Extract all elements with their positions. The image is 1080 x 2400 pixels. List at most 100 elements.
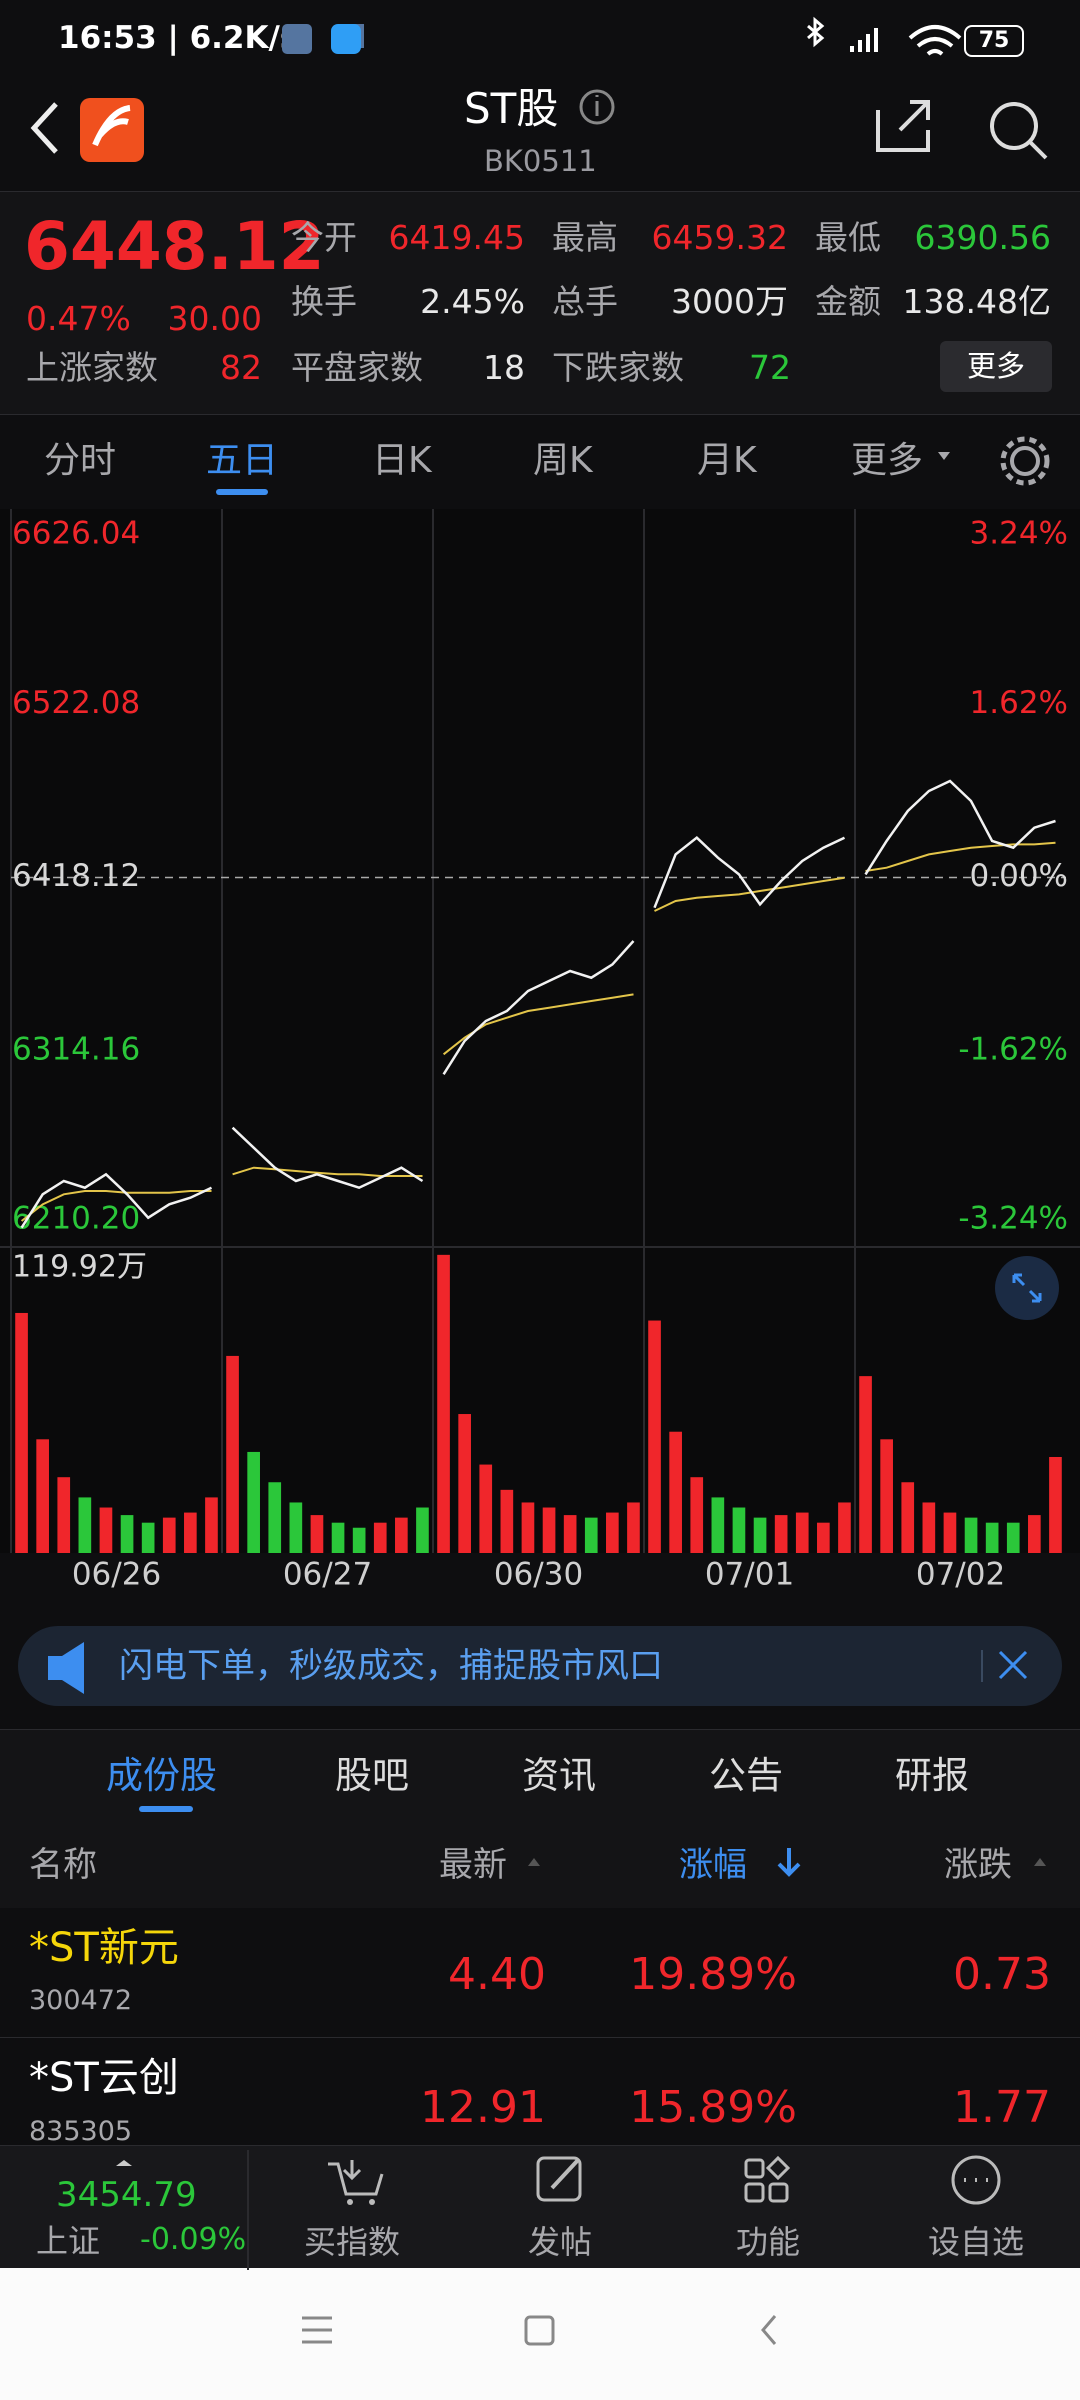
volume-bar (479, 1464, 493, 1553)
price-line (442, 940, 635, 1075)
volume-bar (500, 1489, 514, 1553)
volume-tick-label: 119.92万 (12, 1250, 147, 1285)
table-header-bg (0, 1822, 1080, 1908)
nav-label[interactable]: 设自选 (928, 2223, 1025, 2261)
volume-bar (627, 1502, 640, 1553)
stock-price: 4.40 (448, 1949, 546, 2000)
logo-mark (92, 105, 131, 147)
price-line (231, 1126, 424, 1190)
col-header-sorted[interactable]: 涨幅 (679, 1845, 747, 1885)
search-icon[interactable] (990, 102, 1038, 150)
y2-tick-label: 0.00% (970, 858, 1068, 894)
volume-bar (437, 1254, 450, 1553)
settings-icon[interactable] (1010, 446, 1040, 476)
stock-code: 835305 (29, 2116, 133, 2147)
volume-bar (648, 1320, 661, 1553)
expand-button[interactable] (995, 1256, 1059, 1320)
status-icon (331, 24, 361, 54)
battery: 75 (964, 25, 1024, 57)
volume-bar (373, 1522, 387, 1553)
turnover-label: 换手 (291, 282, 357, 321)
stock-change: 0.73 (953, 1949, 1051, 2000)
signal-icon (850, 28, 878, 52)
up-label: 上涨家数 (26, 348, 158, 387)
volume-bar (711, 1497, 725, 1553)
expand-icon (1012, 1273, 1042, 1303)
x-tick-label: 07/01 (705, 1557, 794, 1593)
volume-bar (732, 1507, 746, 1553)
y2-tick-label: 3.24% (970, 516, 1068, 552)
share-icon[interactable] (876, 100, 930, 152)
volume-bar (162, 1517, 176, 1553)
subtab[interactable]: 资讯 (522, 1754, 596, 1797)
nav-label[interactable]: 发帖 (528, 2223, 593, 2261)
volume-bar (184, 1512, 197, 1553)
volume-bar (15, 1312, 28, 1553)
open: 6419.45 (388, 218, 525, 257)
nav-label[interactable]: 买指数 (304, 2223, 401, 2261)
nav-label[interactable]: 功能 (736, 2223, 801, 2261)
volume-bar (880, 1439, 893, 1553)
down-label: 下跌家数 (552, 348, 684, 387)
back-icon[interactable] (30, 102, 58, 154)
subtab[interactable]: 股吧 (335, 1754, 409, 1797)
stock-change: 1.77 (953, 2082, 1051, 2133)
col-header[interactable]: 涨跌 (944, 1845, 1012, 1885)
avg-line (20, 1190, 212, 1222)
tab[interactable]: 更多 (851, 440, 924, 481)
subtab-active[interactable]: 成份股 (106, 1754, 217, 1797)
page-title: ST股 (464, 84, 559, 133)
stock-change-pct: 19.89% (629, 1949, 797, 2000)
volume-bar (289, 1502, 303, 1553)
y-tick-label: 6210.20 (12, 1201, 140, 1237)
stock-name[interactable]: *ST云创 (29, 2055, 179, 2101)
volume-bar (606, 1512, 619, 1553)
price-line (653, 836, 846, 909)
wifi-icon (908, 25, 962, 56)
y-tick-label: 6418.12 (12, 858, 140, 894)
tab[interactable]: 周K (533, 440, 593, 481)
search-handle (1028, 140, 1048, 160)
volume-bar (352, 1527, 366, 1553)
volume-bar (1006, 1522, 1020, 1553)
index-change: -0.09% (140, 2222, 247, 2257)
plot: 6626.04 3.24% 6522.08 1.62% 6418.12 0.00% 6314… (0, 509, 1080, 1593)
volume-bar (521, 1502, 535, 1553)
y-tick-label: 6626.04 (12, 516, 140, 552)
tab-indicator (216, 489, 268, 495)
volume-bar (690, 1477, 704, 1553)
up-count: 82 (220, 348, 262, 387)
more-button[interactable]: 更多 (940, 341, 1052, 392)
volume-bar (310, 1515, 324, 1553)
down-count: 72 (749, 348, 791, 387)
stock-name[interactable]: *ST新元 (29, 1925, 179, 1971)
index-value[interactable]: 3454.79 (56, 2175, 197, 2215)
stock-price: 12.91 (420, 2082, 546, 2133)
tab[interactable]: 分时 (44, 440, 117, 481)
volume-bar (795, 1512, 809, 1553)
low-label: 最低 (815, 218, 881, 257)
col-header[interactable]: 最新 (439, 1845, 507, 1885)
info-icon[interactable] (579, 89, 615, 125)
y-tick-label: 6314.16 (12, 1031, 140, 1067)
tab[interactable]: 日K (372, 440, 432, 481)
subtab[interactable]: 公告 (709, 1754, 783, 1797)
dropdown-caret (938, 452, 950, 460)
change-pct: 0.47% (26, 299, 131, 338)
tab[interactable]: 月K (697, 440, 757, 481)
volume-bar (943, 1512, 957, 1553)
volume-bar (458, 1414, 471, 1553)
tab-active[interactable]: 五日 (206, 440, 279, 481)
low: 6390.56 (914, 218, 1051, 257)
volume-bar (817, 1522, 830, 1553)
stock-change-pct: 15.89% (629, 2082, 797, 2133)
status-icon (340, 24, 364, 48)
amount-label: 金额 (815, 282, 881, 321)
volume-bar (774, 1515, 788, 1553)
volume-bar (542, 1507, 556, 1553)
volume-bar (99, 1507, 113, 1553)
volume-bar (331, 1522, 345, 1553)
banner[interactable] (18, 1626, 1062, 1706)
subtab[interactable]: 研报 (895, 1754, 969, 1797)
